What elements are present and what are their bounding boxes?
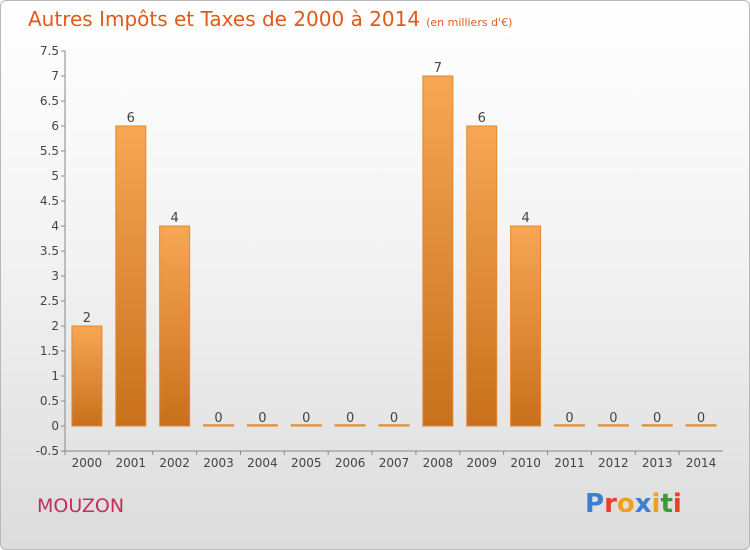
- y-tick-label: 5.5: [40, 144, 59, 158]
- x-tick-label: 2014: [686, 456, 717, 470]
- data-label-2011: 0: [565, 411, 573, 426]
- y-tick-label: 3: [51, 269, 59, 283]
- logo-letter: r: [604, 489, 617, 519]
- bar-2012: [597, 424, 629, 427]
- x-tick-label: 2012: [598, 456, 629, 470]
- data-label-2005: 0: [302, 411, 310, 426]
- x-tick-label: 2002: [159, 456, 190, 470]
- bar-2008: [422, 75, 454, 427]
- data-label-2008: 7: [434, 61, 442, 76]
- x-tick-label: 2003: [203, 456, 234, 470]
- x-tick-label: 2000: [72, 456, 103, 470]
- data-label-2000: 2: [83, 311, 91, 326]
- data-label-2009: 6: [478, 111, 486, 126]
- y-tick-label: 6.5: [40, 94, 59, 108]
- data-label-2014: 0: [697, 411, 705, 426]
- bar-2014: [685, 424, 717, 427]
- x-tick-label: 2001: [116, 456, 147, 470]
- y-tick-label: 2: [51, 319, 59, 333]
- y-tick-label: 1.5: [40, 344, 59, 358]
- commune-name: MOUZON: [37, 495, 125, 517]
- chart-title-text: Autres Impôts et Taxes de 2000 à 2014: [28, 7, 421, 31]
- bar-2004: [246, 424, 278, 427]
- bar-2013: [641, 424, 673, 427]
- logo-letter: t: [660, 489, 673, 519]
- bar-2000: [71, 325, 103, 427]
- data-label-2012: 0: [609, 411, 617, 426]
- data-label-2004: 0: [258, 411, 266, 426]
- y-tick-label: 5: [51, 169, 59, 183]
- x-tick-label: 2004: [247, 456, 278, 470]
- proxiti-logo[interactable]: Proxiti: [585, 489, 682, 519]
- bar-2007: [378, 424, 410, 427]
- y-tick-label: 7.5: [40, 44, 59, 58]
- bar-2001: [115, 125, 147, 427]
- x-tick-label: 2009: [466, 456, 497, 470]
- bar-2010: [510, 225, 542, 427]
- logo-letter: i: [672, 489, 682, 519]
- x-tick-label: 2005: [291, 456, 322, 470]
- data-label-2010: 4: [521, 211, 529, 226]
- y-tick-label: 4: [51, 219, 59, 233]
- data-label-2001: 6: [127, 111, 135, 126]
- y-tick-label: 4.5: [40, 194, 59, 208]
- x-tick-label: 2011: [554, 456, 585, 470]
- data-label-2013: 0: [653, 411, 661, 426]
- x-tick-label: 2006: [335, 456, 366, 470]
- logo-letter: i: [651, 489, 661, 519]
- logo-letter: x: [634, 489, 652, 519]
- bar-2011: [553, 424, 585, 427]
- y-tick-label: 6: [51, 119, 59, 133]
- chart-title: Autres Impôts et Taxes de 2000 à 2014 (en…: [28, 7, 512, 31]
- chart-unit: (en milliers d'€): [426, 16, 513, 29]
- data-label-2006: 0: [346, 411, 354, 426]
- data-label-2002: 4: [171, 211, 179, 226]
- x-tick-label: 2008: [423, 456, 454, 470]
- bar-2009: [466, 125, 498, 427]
- x-tick-label: 2010: [510, 456, 541, 470]
- y-tick-label: 3.5: [40, 244, 59, 258]
- y-tick-label: 0: [51, 419, 59, 433]
- y-tick-label: 2.5: [40, 294, 59, 308]
- y-tick-label: -0.5: [36, 444, 59, 458]
- data-label-2003: 0: [214, 411, 222, 426]
- logo-letter: P: [585, 489, 605, 519]
- x-tick-label: 2013: [642, 456, 673, 470]
- bar-2005: [290, 424, 322, 427]
- bar-2003: [203, 424, 235, 427]
- data-label-2007: 0: [390, 411, 398, 426]
- y-tick-label: 0.5: [40, 394, 59, 408]
- x-tick-label: 2007: [379, 456, 410, 470]
- bar-2006: [334, 424, 366, 427]
- y-tick-label: 1: [51, 369, 59, 383]
- bar-2002: [159, 225, 191, 427]
- logo-letter: o: [616, 489, 635, 519]
- y-tick-label: 7: [51, 69, 59, 83]
